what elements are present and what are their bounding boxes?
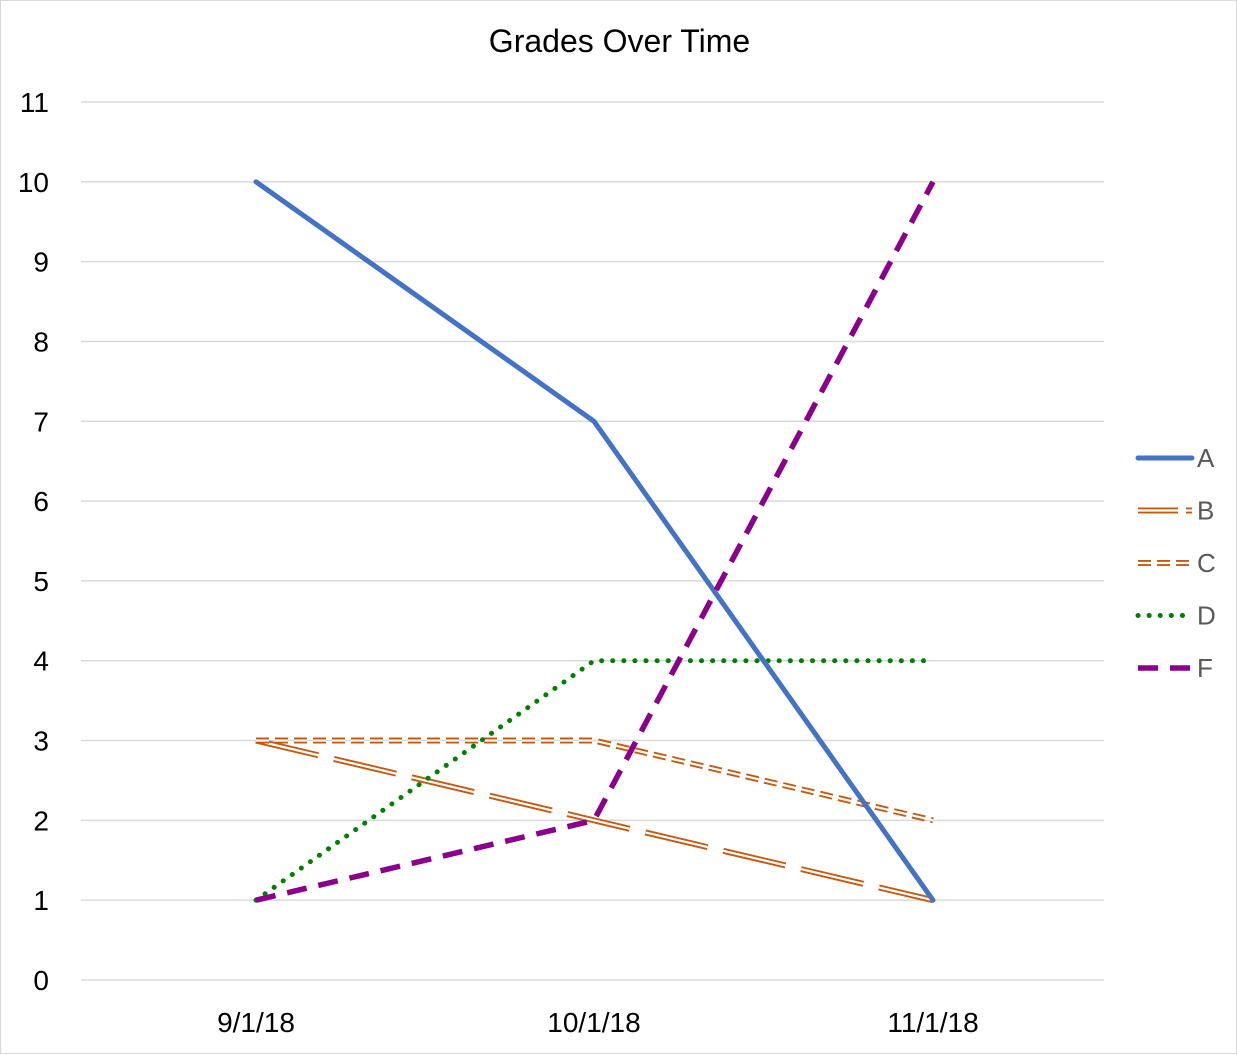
y-tick-label-1: 1 [33, 885, 49, 916]
legend-item-a: A [1138, 443, 1215, 473]
y-tick-label-3: 3 [33, 726, 49, 757]
legend-item-f: F [1138, 653, 1213, 683]
series-a-line [256, 182, 933, 900]
y-axis-ticks: 0 1 2 3 4 5 6 7 8 9 10 11 [18, 87, 49, 996]
x-tick-label-3: 11/1/18 [887, 1007, 978, 1038]
gridlines [81, 102, 1104, 980]
legend-label-f: F [1197, 653, 1213, 683]
x-tick-label-2: 10/1/18 [547, 1007, 640, 1038]
x-tick-label-1: 9/1/18 [217, 1007, 295, 1038]
legend-item-c: C [1138, 548, 1216, 578]
y-tick-label-9: 9 [33, 247, 49, 278]
y-tick-label-7: 7 [33, 406, 49, 437]
legend-item-b: B [1138, 496, 1214, 526]
series-f-line [256, 182, 933, 900]
y-tick-label-11: 11 [20, 87, 49, 118]
y-tick-label-8: 8 [33, 326, 49, 357]
y-tick-label-0: 0 [33, 965, 49, 996]
series-d-line [256, 661, 933, 900]
legend-item-d: D [1138, 601, 1216, 631]
legend-label-b: B [1197, 496, 1214, 526]
legend-label-a: A [1197, 443, 1215, 473]
legend-label-d: D [1197, 601, 1216, 631]
y-tick-label-2: 2 [33, 805, 49, 836]
x-axis-ticks: 9/1/18 10/1/18 11/1/18 [217, 1007, 979, 1038]
y-tick-label-6: 6 [33, 486, 49, 517]
y-tick-label-5: 5 [33, 566, 49, 597]
series-lines [256, 182, 933, 900]
y-tick-label-10: 10 [18, 167, 49, 198]
legend-label-c: C [1197, 548, 1216, 578]
y-tick-label-4: 4 [33, 646, 49, 677]
